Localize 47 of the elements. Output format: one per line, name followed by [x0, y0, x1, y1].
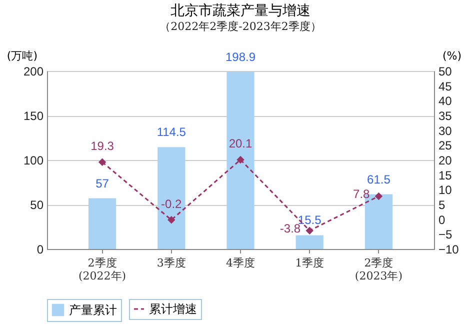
point	[236, 156, 244, 164]
data-label: 61.5	[367, 172, 391, 186]
y2-tick-label: −5	[438, 228, 453, 242]
point	[374, 192, 383, 200]
chart-subtitle: （2022年2季度-2023年2季度）	[160, 20, 322, 33]
y-tick-label: 200	[23, 64, 44, 78]
bar	[158, 147, 186, 249]
y2-tick-label: −10	[438, 242, 460, 256]
y2-tick-label: 35	[438, 109, 452, 123]
y-tick-label: 150	[23, 109, 44, 123]
y-axis-title: (万吨)	[6, 50, 38, 62]
data-label: 7.8	[353, 187, 370, 202]
x-tick-label: 2季度 (2022年)	[78, 256, 126, 282]
y2-tick-label: 0	[438, 212, 446, 227]
y2-tick-label: 50	[438, 64, 452, 78]
x-tick-label: 3季度	[156, 256, 186, 270]
y2-axis-title: (%)	[442, 50, 462, 62]
y-tick-label: 50	[30, 198, 44, 212]
y2-tick-label: 40	[438, 94, 452, 108]
data-label: 19.3	[90, 139, 114, 154]
y2-tick-label: 10	[438, 183, 452, 198]
y-tick-label: 100	[23, 154, 44, 168]
y2-tick-label: 45	[438, 79, 452, 94]
x-tick-label: 2季度 (2023年)	[354, 256, 403, 282]
legend-label: 累计增速	[149, 302, 197, 316]
y-tick-label: 0	[36, 242, 44, 256]
chart-title: 北京市蔬菜产量与增速	[170, 3, 310, 19]
y2-tick-label: 30	[438, 124, 452, 138]
bar	[296, 235, 324, 249]
data-label: 198.9	[225, 50, 256, 64]
data-label: -0.2	[161, 196, 182, 211]
x-tick-label: 4季度	[226, 256, 255, 270]
legend-label: 产量累计	[69, 303, 117, 317]
data-label: 57	[96, 176, 110, 190]
y2-tick-label: 5	[438, 198, 446, 212]
data-label: 20.1	[228, 136, 252, 151]
point	[168, 216, 176, 224]
x-tick-label: 1季度	[295, 256, 324, 270]
point	[306, 226, 314, 234]
data-label: 114.5	[156, 125, 186, 140]
y2-tick-label: 25	[438, 138, 452, 153]
y2-tick-label: 15	[438, 168, 452, 182]
y2-tick-label: 20	[438, 154, 452, 168]
point	[98, 158, 106, 166]
bar	[88, 198, 116, 249]
bar	[226, 72, 254, 249]
data-label: -3.8	[280, 222, 301, 236]
